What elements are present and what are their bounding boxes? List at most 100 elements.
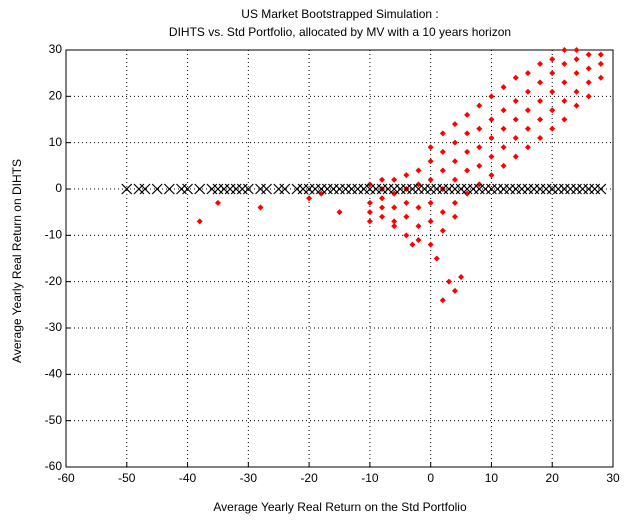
- x-tick-label: 0: [427, 471, 434, 485]
- diamond-marker: [391, 218, 398, 225]
- diamond-marker: [597, 60, 604, 67]
- diamond-marker: [537, 116, 544, 123]
- diamond-marker: [524, 70, 531, 77]
- diamond-marker: [500, 84, 507, 91]
- diamond-marker: [391, 190, 398, 197]
- diamond-marker: [488, 135, 495, 142]
- diamond-marker: [458, 274, 465, 281]
- diamond-marker: [433, 255, 440, 262]
- diamond-marker: [415, 167, 422, 174]
- x-tick-label: 20: [546, 471, 560, 485]
- diamond-marker: [549, 70, 556, 77]
- y-tick-label: -40: [45, 367, 63, 381]
- y-tick-label: 10: [49, 135, 63, 149]
- y-axis-label: Average Yearly Real Return on DIHTS: [10, 159, 24, 363]
- diamond-marker: [403, 232, 410, 239]
- diamond-marker: [549, 125, 556, 132]
- diamond-marker: [537, 97, 544, 104]
- plot-frame: [65, 49, 614, 468]
- diamond-marker: [561, 97, 568, 104]
- diamond-marker: [488, 116, 495, 123]
- x-marker: [242, 183, 254, 195]
- x-marker: [182, 183, 193, 195]
- diamond-marker: [488, 153, 495, 160]
- diamond-marker: [439, 130, 446, 137]
- y-tick-label: 30: [49, 42, 63, 56]
- diamond-marker: [415, 236, 422, 243]
- diamond-marker: [391, 176, 398, 183]
- diamond-marker: [439, 297, 446, 304]
- diamond-marker: [597, 74, 604, 81]
- x-marker: [595, 183, 607, 195]
- diamond-marker: [415, 204, 422, 211]
- x-marker: [261, 183, 272, 195]
- diamond-marker: [439, 209, 446, 216]
- diamond-marker: [549, 88, 556, 95]
- x-tick-label: -10: [361, 471, 379, 485]
- diamond-marker: [464, 111, 471, 118]
- x-marker: [121, 183, 133, 195]
- x-tick-label: 30: [606, 471, 620, 485]
- diamond-marker: [573, 56, 580, 63]
- diamond-marker: [366, 209, 373, 216]
- diamond-marker: [549, 107, 556, 114]
- x-marker: [151, 183, 163, 195]
- chart-title: US Market Bootstrapped Simulation :: [241, 7, 438, 21]
- diamond-marker: [427, 241, 434, 248]
- diamond-marker: [464, 148, 471, 155]
- diamond-marker: [318, 190, 325, 197]
- x-tick-label: -30: [240, 471, 258, 485]
- diamond-marker: [306, 195, 313, 202]
- diamond-marker: [537, 135, 544, 142]
- diamond-marker: [403, 199, 410, 206]
- diamond-marker: [464, 130, 471, 137]
- diamond-marker: [464, 190, 471, 197]
- diamond-marker: [445, 278, 452, 285]
- x-tick-label: -60: [57, 471, 75, 485]
- diamond-marker: [427, 144, 434, 151]
- diamond-marker: [379, 213, 386, 220]
- diamond-marker: [214, 199, 221, 206]
- diamond-marker: [585, 93, 592, 100]
- diamond-marker: [257, 204, 264, 211]
- diamond-marker: [573, 88, 580, 95]
- diamond-marker: [379, 176, 386, 183]
- y-tick-label: 0: [55, 181, 62, 195]
- diamond-marker: [500, 144, 507, 151]
- diamond-marker: [451, 176, 458, 183]
- diamond-marker: [391, 204, 398, 211]
- x-marker: [279, 183, 291, 195]
- diamond-marker: [427, 176, 434, 183]
- diamond-marker: [476, 125, 483, 132]
- diamond-marker: [500, 107, 507, 114]
- diamond-marker: [391, 223, 398, 230]
- diamond-marker: [379, 204, 386, 211]
- x-marker: [139, 183, 151, 195]
- diamond-marker: [512, 135, 519, 142]
- diamond-marker: [524, 125, 531, 132]
- diamond-marker: [488, 93, 495, 100]
- diamond-marker: [585, 79, 592, 86]
- diamond-marker: [427, 199, 434, 206]
- diamond-marker: [366, 199, 373, 206]
- x-marker: [194, 183, 206, 195]
- diamond-marker: [561, 60, 568, 67]
- diamond-marker: [415, 223, 422, 230]
- diamond-marker: [512, 97, 519, 104]
- diamond-marker: [366, 218, 373, 225]
- diamond-marker: [451, 287, 458, 294]
- diamond-marker: [415, 181, 422, 188]
- diamond-marker: [366, 181, 373, 188]
- diamond-marker: [573, 70, 580, 77]
- diamond-marker: [451, 121, 458, 128]
- diamond-marker: [597, 51, 604, 58]
- diamond-marker: [451, 158, 458, 165]
- y-tick-label: -30: [45, 320, 63, 334]
- chart-subtitle: DIHTS vs. Std Portfolio, allocated by MV…: [169, 25, 511, 39]
- diamond-marker: [427, 158, 434, 165]
- diamond-marker: [549, 56, 556, 63]
- diamond-marker: [403, 172, 410, 179]
- x-tick-label: 10: [485, 471, 499, 485]
